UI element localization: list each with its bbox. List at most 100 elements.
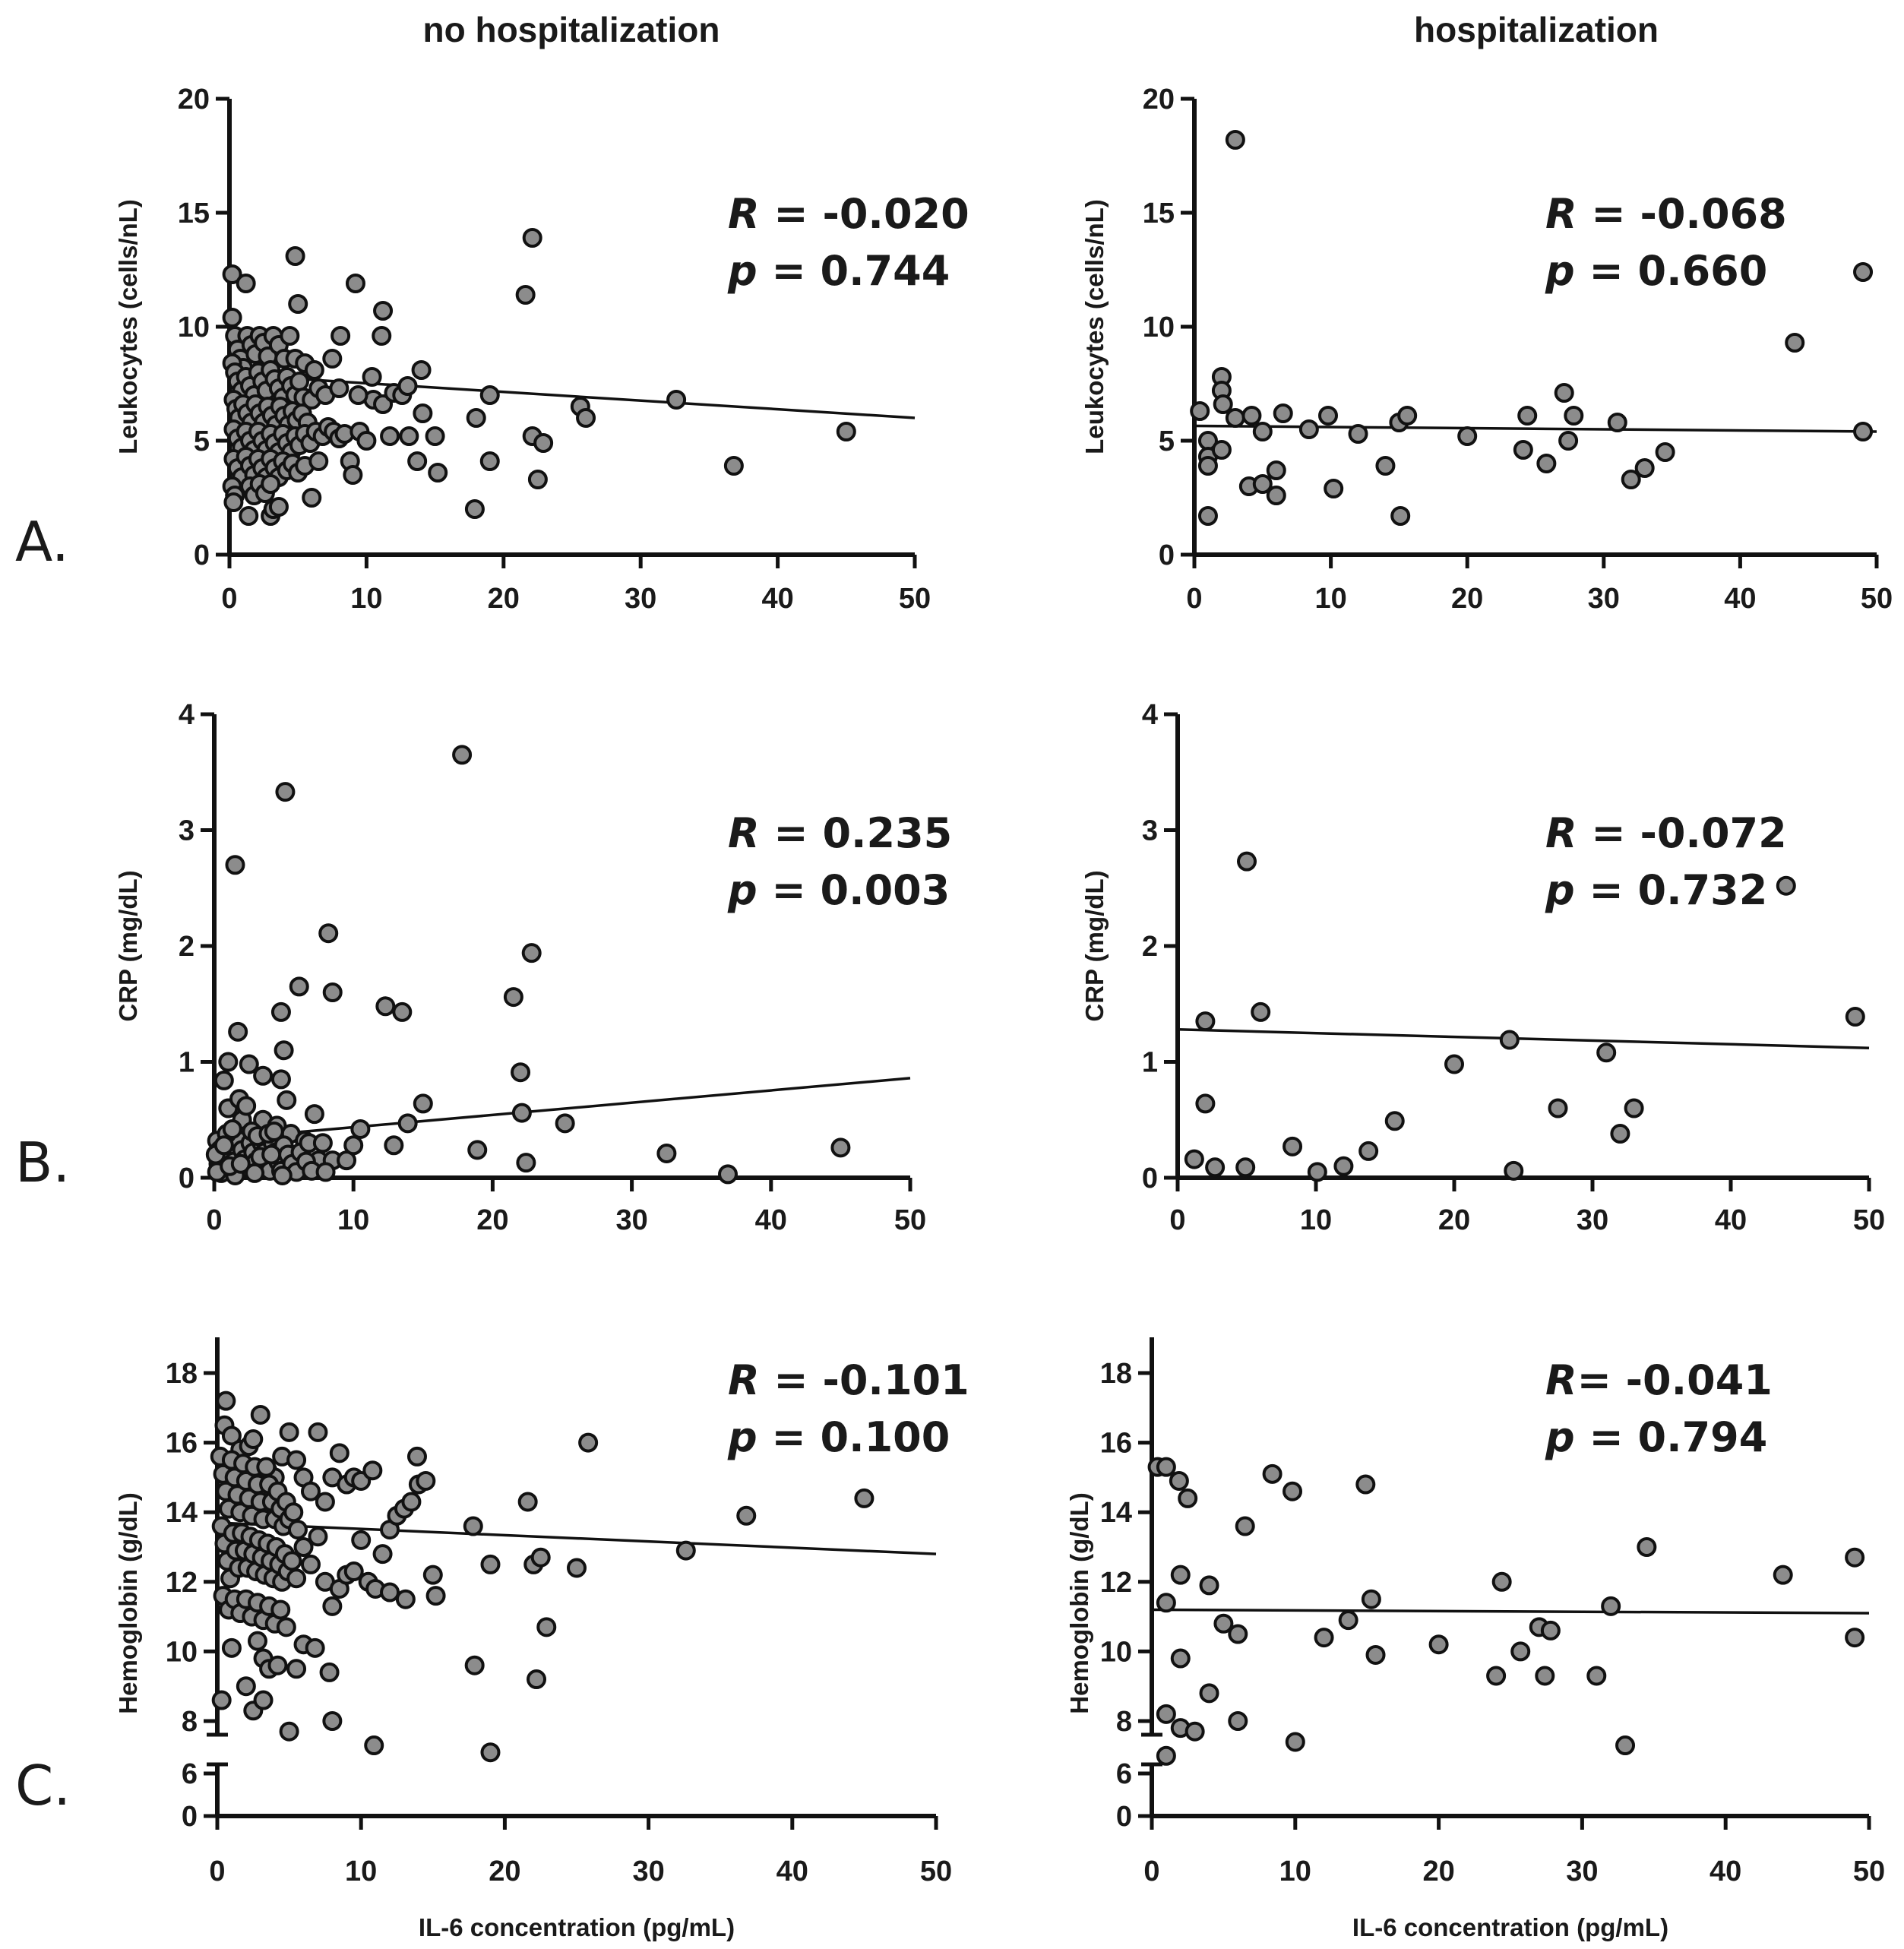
data-point (515, 285, 536, 305)
y-tick-label: 6 (1116, 1758, 1132, 1790)
x-tick-label: 20 (476, 1204, 508, 1236)
p-value: = 0.732 (1575, 866, 1768, 914)
r-symbol: R (1545, 1356, 1577, 1404)
data-point (351, 1530, 372, 1550)
data-point (247, 1631, 267, 1651)
column-title-left: no hospitalization (423, 10, 720, 49)
data-point (1228, 1711, 1248, 1731)
p-statistic: p = 0.660 (1545, 247, 1767, 295)
data-point (222, 264, 242, 284)
y-tick-label: 20 (1143, 84, 1175, 115)
regression-line (1194, 424, 1877, 433)
data-point (282, 1551, 302, 1571)
data-point (277, 1090, 297, 1110)
data-point (452, 745, 473, 765)
data-point (228, 1021, 248, 1042)
data-point (1634, 458, 1655, 478)
x-axis-label: IL-6 concentration (pg/mL) (419, 1913, 735, 1941)
data-point (1184, 1149, 1204, 1169)
p-statistic: p = 0.003 (727, 866, 950, 914)
data-point (1169, 1470, 1189, 1491)
data-point (723, 456, 744, 476)
data-point (463, 1516, 483, 1536)
data-point (270, 1001, 291, 1022)
y-tick-label: 14 (166, 1497, 198, 1529)
y-axis-label: Leukocytes (cells/nL) (114, 199, 142, 454)
x-tick-label: 50 (899, 583, 931, 615)
data-point (1318, 406, 1339, 426)
p-value: = 0.100 (757, 1413, 950, 1461)
y-tick-label: 15 (178, 198, 210, 229)
data-point (225, 855, 245, 875)
data-point (1536, 454, 1557, 473)
data-point (253, 1065, 274, 1086)
data-point (1375, 456, 1396, 476)
data-point (380, 1582, 400, 1603)
r-symbol: R (728, 809, 760, 857)
data-point (1601, 1596, 1621, 1616)
y-tick-label: 18 (166, 1358, 198, 1390)
data-point (285, 246, 305, 266)
data-point (1358, 1141, 1379, 1161)
data-point (1235, 1516, 1255, 1536)
column-title-right: hospitalization (1414, 10, 1659, 49)
data-point (312, 1133, 333, 1153)
data-point (286, 1659, 307, 1679)
data-point (270, 1599, 291, 1620)
data-point (1845, 1007, 1865, 1027)
data-point (1213, 1613, 1234, 1634)
data-point (516, 1153, 536, 1173)
data-point (407, 451, 428, 471)
y-tick-label: 10 (1100, 1636, 1132, 1668)
data-point (267, 1655, 288, 1675)
data-point (275, 782, 296, 802)
data-points (222, 228, 856, 526)
p-symbol: p (727, 866, 757, 914)
data-point (422, 1565, 443, 1585)
x-tick-label: 20 (488, 583, 520, 615)
x-tick-label: 30 (1588, 583, 1620, 615)
data-point (527, 1669, 547, 1690)
r-statistic: R = -0.072 (1545, 809, 1787, 857)
data-point (373, 394, 394, 414)
data-points (1184, 851, 1865, 1182)
data-point (397, 1113, 418, 1134)
data-point (1586, 1666, 1607, 1686)
data-point (1170, 1565, 1191, 1585)
panel-letter-a: A. (15, 510, 69, 574)
data-point (1298, 419, 1319, 439)
data-point (302, 488, 322, 508)
data-point (1637, 1537, 1657, 1557)
data-point (236, 274, 256, 293)
data-points (205, 745, 851, 1185)
y-tick-label: 2 (179, 931, 195, 963)
data-point (318, 923, 339, 944)
data-point (213, 1070, 234, 1090)
x-tick-label: 40 (1715, 1204, 1747, 1236)
data-point (1156, 1704, 1176, 1724)
x-tick-label: 50 (1853, 1856, 1885, 1887)
data-point (261, 1144, 282, 1165)
data-point (1655, 442, 1675, 462)
data-point (675, 1540, 696, 1561)
data-point (1499, 1030, 1520, 1050)
data-point (250, 1404, 270, 1425)
data-point (399, 426, 419, 446)
x-tick-label: 40 (1724, 583, 1756, 615)
data-point (536, 1617, 557, 1637)
data-point (1156, 1593, 1176, 1613)
panel-hemoglobin-no-hospitalization: 0 6 8 10 12 14 16 18 0 10 20 30 40 50 Hemoglobin (g/dL… (114, 1337, 969, 1941)
axes: 0 6 8 10 12 14 16 18 0 10 20 30 40 50 (166, 1337, 952, 1887)
data-point (343, 465, 363, 485)
panel-hemoglobin-hospitalization: 0 6 8 10 12 14 16 18 0 10 20 30 40 50 Hemoglobin (g/dL… (1065, 1337, 1885, 1941)
p-statistic: p = 0.732 (1545, 866, 1767, 914)
p-value: = 0.744 (757, 247, 950, 295)
data-point (380, 426, 400, 446)
y-tick-label: 5 (194, 426, 210, 457)
p-symbol: p (1545, 866, 1575, 914)
x-tick-label: 0 (206, 1204, 222, 1236)
data-point (1156, 1745, 1176, 1766)
data-point (1225, 408, 1245, 428)
data-point (1237, 851, 1257, 872)
data-point (511, 1103, 532, 1123)
